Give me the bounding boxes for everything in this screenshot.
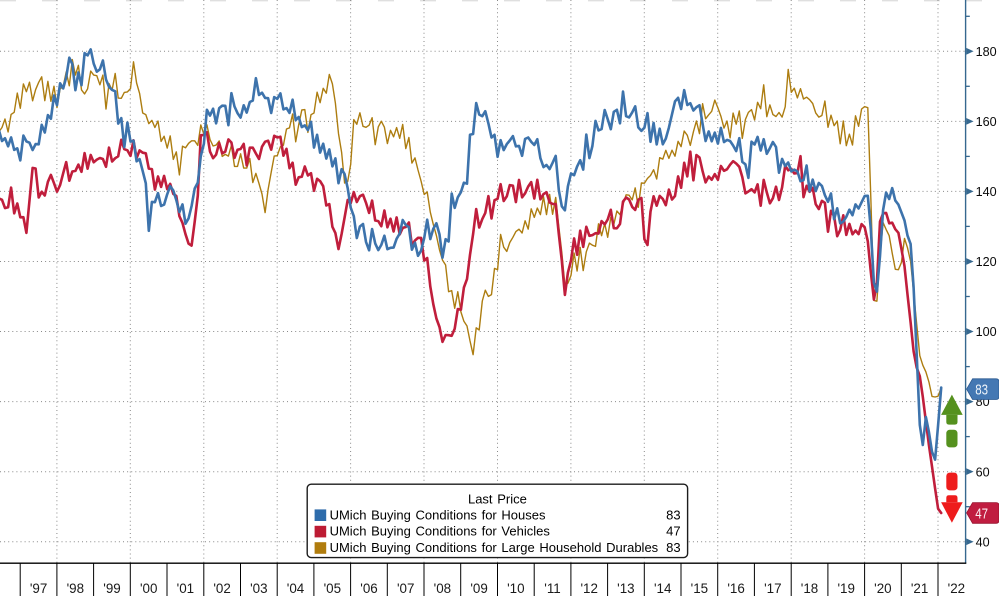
svg-text:'04: '04 [287,581,305,596]
svg-text:'19: '19 [837,581,854,596]
svg-text:Last Price: Last Price [468,492,527,507]
svg-text:140: 140 [976,185,997,199]
svg-text:'99: '99 [103,581,120,596]
svg-text:'17: '17 [764,581,781,596]
svg-text:'18: '18 [801,581,818,596]
svg-text:'98: '98 [67,581,84,596]
svg-text:'16: '16 [727,581,744,596]
svg-text:'03: '03 [250,581,267,596]
svg-text:'13: '13 [617,581,634,596]
svg-text:120: 120 [976,255,997,269]
svg-text:'12: '12 [580,581,597,596]
svg-text:'11: '11 [544,581,560,596]
svg-text:'02: '02 [213,581,230,596]
svg-text:'20: '20 [874,581,891,596]
svg-text:47: 47 [666,524,680,539]
svg-text:'10: '10 [507,581,524,596]
svg-text:180: 180 [976,45,997,59]
svg-text:160: 160 [976,115,997,129]
svg-text:83: 83 [666,540,680,555]
svg-text:'97: '97 [30,581,47,596]
svg-text:83: 83 [666,507,680,522]
svg-text:60: 60 [976,465,990,479]
svg-text:'06: '06 [360,581,377,596]
svg-text:47: 47 [975,506,988,522]
svg-text:'07: '07 [397,581,414,596]
svg-text:'05: '05 [324,581,341,596]
svg-text:UMich Buying Conditions for La: UMich Buying Conditions for Large Househ… [330,540,659,555]
svg-text:'09: '09 [470,581,487,596]
svg-text:'15: '15 [691,581,708,596]
svg-text:'01: '01 [177,581,194,596]
svg-text:'22: '22 [948,581,965,596]
svg-text:'00: '00 [140,581,157,596]
svg-text:'14: '14 [654,581,672,596]
svg-text:40: 40 [976,535,990,549]
svg-text:UMich Buying Conditions for Ve: UMich Buying Conditions for Vehicles [330,524,551,539]
svg-text:100: 100 [976,325,997,339]
svg-text:'08: '08 [434,581,451,596]
svg-text:UMich Buying Conditions for Ho: UMich Buying Conditions for Houses [330,507,546,522]
svg-text:83: 83 [975,383,988,399]
svg-text:'21: '21 [911,581,928,596]
